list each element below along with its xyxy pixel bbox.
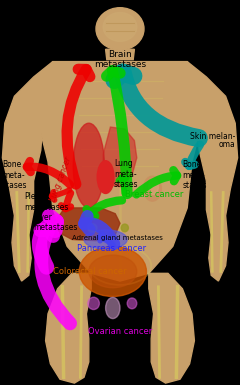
Text: Adrenal gland metastases: Adrenal gland metastases xyxy=(72,235,163,241)
Ellipse shape xyxy=(121,224,128,232)
Text: Breast cancer: Breast cancer xyxy=(125,190,183,199)
Ellipse shape xyxy=(89,255,137,288)
Polygon shape xyxy=(2,62,53,281)
Ellipse shape xyxy=(106,297,120,319)
Text: Pleura
metastases: Pleura metastases xyxy=(24,192,68,212)
Ellipse shape xyxy=(149,179,158,194)
Ellipse shape xyxy=(79,246,146,296)
Text: oma: oma xyxy=(218,140,235,149)
Polygon shape xyxy=(187,62,238,281)
Ellipse shape xyxy=(88,224,97,232)
Ellipse shape xyxy=(97,161,114,193)
Text: Bone
meta-
stases: Bone meta- stases xyxy=(182,160,207,190)
Text: Pancreas cancer: Pancreas cancer xyxy=(77,244,146,253)
Ellipse shape xyxy=(84,230,127,249)
Text: Bone
meta-
stases: Bone meta- stases xyxy=(2,160,27,190)
Ellipse shape xyxy=(96,8,144,50)
Ellipse shape xyxy=(144,176,161,201)
Text: Colorectal cancer: Colorectal cancer xyxy=(53,267,126,276)
Polygon shape xyxy=(103,127,137,187)
Polygon shape xyxy=(55,208,120,241)
Polygon shape xyxy=(149,273,194,383)
Ellipse shape xyxy=(73,123,104,208)
Ellipse shape xyxy=(103,12,137,41)
Polygon shape xyxy=(106,49,134,60)
Text: Skin melan-: Skin melan- xyxy=(190,132,235,141)
Polygon shape xyxy=(46,273,91,383)
Polygon shape xyxy=(34,62,206,281)
Ellipse shape xyxy=(127,298,137,309)
Text: Brain
metastases: Brain metastases xyxy=(94,50,146,69)
Text: Ovarian cancer: Ovarian cancer xyxy=(88,326,152,336)
Text: Liver
metastases: Liver metastases xyxy=(34,213,78,232)
Ellipse shape xyxy=(88,297,99,310)
Text: Lung
meta-
stases: Lung meta- stases xyxy=(114,159,138,189)
Text: Lung cancer: Lung cancer xyxy=(49,155,73,203)
